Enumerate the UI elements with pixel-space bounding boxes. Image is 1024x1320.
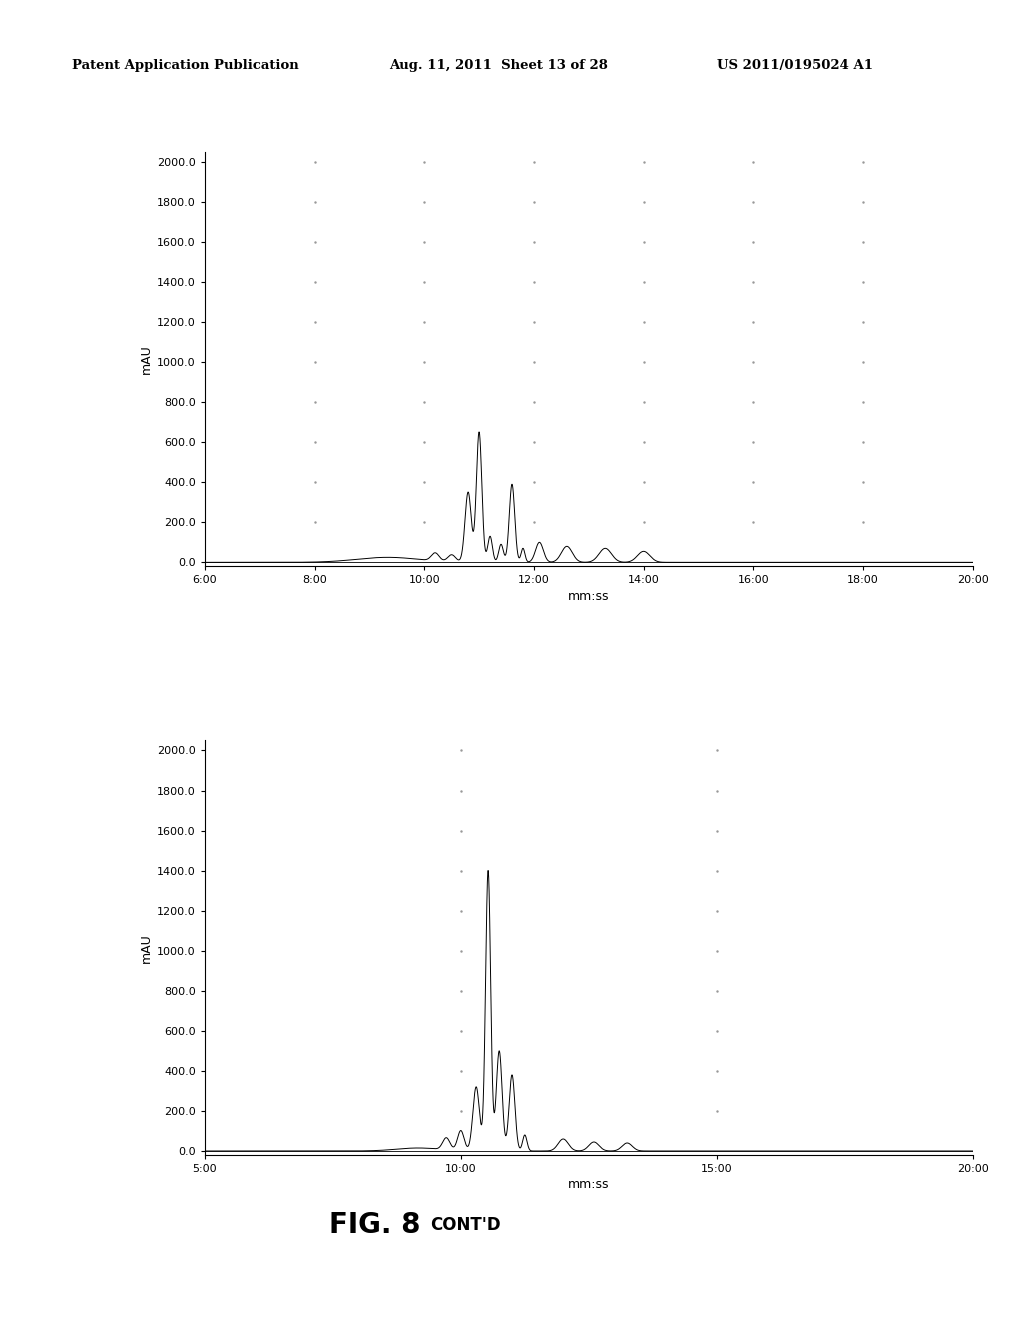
Text: FIG. 8: FIG. 8: [329, 1210, 430, 1239]
Y-axis label: mAU: mAU: [140, 933, 153, 962]
Text: Aug. 11, 2011  Sheet 13 of 28: Aug. 11, 2011 Sheet 13 of 28: [389, 59, 608, 73]
Text: Patent Application Publication: Patent Application Publication: [72, 59, 298, 73]
X-axis label: mm:ss: mm:ss: [568, 1179, 609, 1191]
X-axis label: mm:ss: mm:ss: [568, 590, 609, 602]
Text: US 2011/0195024 A1: US 2011/0195024 A1: [717, 59, 872, 73]
Y-axis label: mAU: mAU: [140, 345, 153, 374]
Text: CONT'D: CONT'D: [430, 1216, 501, 1234]
